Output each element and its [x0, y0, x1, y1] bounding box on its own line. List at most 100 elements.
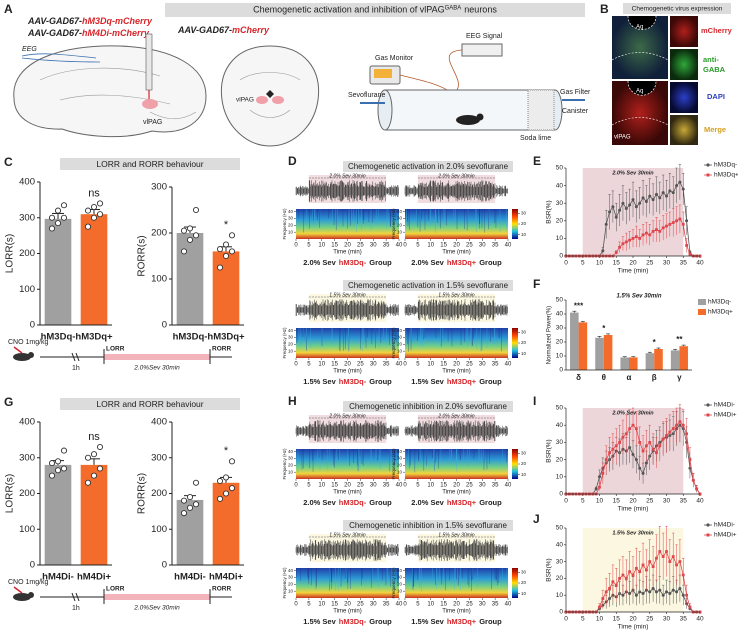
time-tick-label: 20	[453, 602, 460, 608]
data-point	[598, 485, 601, 489]
block-header: Chemogenetic activation in 2.0% sevoflur…	[348, 162, 509, 171]
data-point	[655, 228, 658, 231]
timeline-text: CNO 1mg/kg	[8, 339, 49, 346]
panel-label: B	[600, 2, 609, 16]
time-tick-label: 20	[344, 243, 351, 249]
title-box	[165, 3, 585, 17]
group-suffix: Group	[479, 617, 502, 626]
data-point	[628, 592, 632, 596]
setup-label: Sevoflurane	[348, 92, 385, 99]
bar	[595, 337, 604, 370]
y-tick-label: 300	[19, 212, 35, 223]
group-virus: hM3Dq-	[339, 617, 367, 626]
y-axis-label: RORR(s)	[137, 235, 148, 276]
time-axis-label: Time (min)	[333, 369, 361, 375]
aqueduct-outline	[627, 15, 657, 30]
time-tick-label: 40	[396, 483, 403, 489]
group-suffix: Group	[369, 498, 392, 507]
group-suffix: Group	[479, 498, 502, 507]
group-label: 1.5% Sev hM3Dq+ Group	[411, 377, 502, 386]
freq-tick-label: 40	[397, 568, 403, 573]
data-point	[601, 597, 605, 600]
data-point	[228, 458, 236, 465]
x-tick-label: hM3Dq-	[41, 332, 76, 343]
data-point	[645, 444, 648, 448]
setup-label: Gas Filter	[560, 89, 591, 96]
x-tick-label: 25	[646, 498, 654, 505]
soda-lime	[527, 89, 555, 131]
legend-label: hM4Di+	[714, 412, 737, 419]
group-virus: hM3Dq+	[447, 498, 477, 507]
colorbar-tick-label: 20	[521, 340, 527, 345]
monitor-screen	[374, 69, 392, 78]
timeline-text: RORR	[212, 346, 231, 353]
colorbar-tick-label: 20	[521, 221, 527, 226]
y-tick-label: 100	[151, 524, 167, 535]
syringe	[145, 33, 153, 91]
data-point	[192, 206, 200, 214]
significance: *	[224, 219, 229, 231]
time-tick-label: 35	[383, 602, 390, 608]
bar	[620, 357, 629, 370]
data-point	[678, 420, 682, 424]
bar	[44, 218, 72, 325]
data-point	[678, 217, 682, 221]
x-tick-label: 10	[596, 498, 604, 505]
time-tick-label: 30	[370, 243, 377, 249]
data-point	[644, 461, 648, 465]
construct-virus: mCherry	[232, 25, 270, 35]
data-point	[665, 434, 668, 437]
data-point	[665, 590, 668, 594]
y-tick-label: 400	[151, 417, 167, 428]
timeline-break	[71, 592, 80, 602]
data-point	[631, 573, 635, 577]
data-point	[216, 477, 224, 485]
data-point	[658, 444, 662, 448]
freq-tick-label: 20	[288, 463, 294, 468]
freq-tick-label: 40	[397, 449, 403, 454]
construct-virus: hM4Di-mCherry	[82, 28, 150, 38]
x-tick-label: hM4Di+	[77, 572, 112, 583]
data-point	[96, 211, 104, 218]
freq-tick-label: 10	[288, 469, 294, 474]
data-point	[675, 423, 678, 427]
eeg-trace	[295, 420, 399, 442]
time-tick-label: 15	[440, 243, 447, 249]
legend-label: hM3Dq-	[714, 162, 737, 169]
y-tick-label: 300	[151, 182, 167, 193]
time-tick-label: 30	[479, 362, 486, 368]
x-tick-label: 40	[696, 260, 704, 267]
time-axis-label: Time (min)	[442, 609, 470, 615]
data-point	[638, 237, 642, 240]
colorbar-tick-label: 30	[521, 569, 527, 574]
construct-prefix: AAV-GAD67-	[177, 25, 232, 35]
data-point	[675, 219, 678, 223]
x-tick-label: 15	[613, 498, 621, 505]
y-tick-label: 100	[19, 284, 35, 295]
data-point	[96, 200, 104, 207]
y-tick-label: 400	[19, 417, 35, 428]
target-label: vlPAG	[236, 97, 254, 104]
eeg-trace	[404, 299, 508, 321]
data-point	[675, 590, 679, 594]
time-tick-label: 20	[344, 483, 351, 489]
y-tick-label: 0	[30, 320, 35, 331]
legend-marker	[706, 403, 710, 407]
group-label: 2.0% Sev hM3Dq- Group	[303, 258, 392, 267]
y-tick-label: 10	[556, 592, 564, 599]
group-virus: hM3Dq+	[447, 258, 477, 267]
group-label: 2.0% Sev hM3Dq+ Group	[411, 258, 502, 267]
time-tick-label: 25	[466, 483, 473, 489]
data-point	[668, 430, 672, 434]
timeline-text: 1h	[72, 365, 80, 372]
time-axis-label: Time (min)	[333, 490, 361, 496]
data-point	[641, 471, 645, 475]
x-tick-label: 10	[596, 616, 604, 623]
group-label: 1.5% Sev hM3Dq- Group	[303, 377, 392, 386]
data-point	[655, 556, 658, 560]
x-tick-label: 5	[581, 498, 585, 505]
y-axis-label: RORR(s)	[137, 473, 148, 514]
x-tick-label: 20	[629, 498, 637, 505]
freq-tick-label: 40	[288, 209, 294, 214]
freq-axis-label: Frequency (Hz)	[282, 327, 287, 359]
